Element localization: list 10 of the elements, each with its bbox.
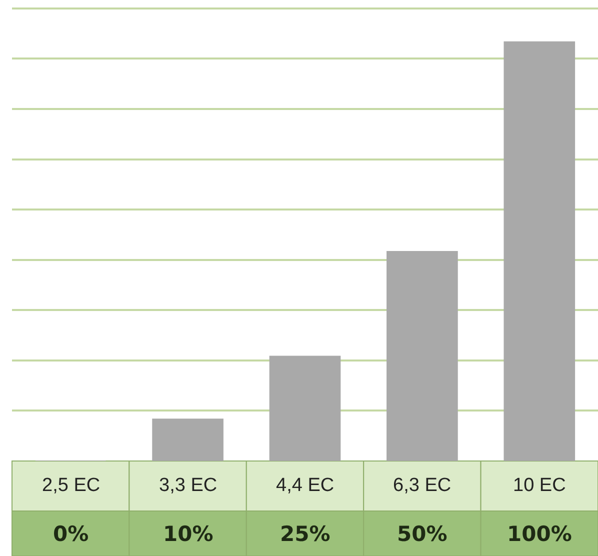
x-tick-label: 3,3 EC — [159, 475, 218, 496]
x-tick-label: 2,5 EC — [42, 475, 100, 496]
x-tick-label: 4,4 EC — [276, 475, 334, 496]
x-tick-label: 6,3 EC — [393, 475, 452, 496]
data-label: 50% — [397, 522, 448, 546]
data-label: 100% — [507, 522, 572, 546]
data-label: 0% — [53, 522, 89, 546]
data-label: 10% — [163, 522, 214, 546]
data-label: 25% — [280, 522, 330, 546]
x-tick-label: 10 EC — [513, 475, 566, 496]
